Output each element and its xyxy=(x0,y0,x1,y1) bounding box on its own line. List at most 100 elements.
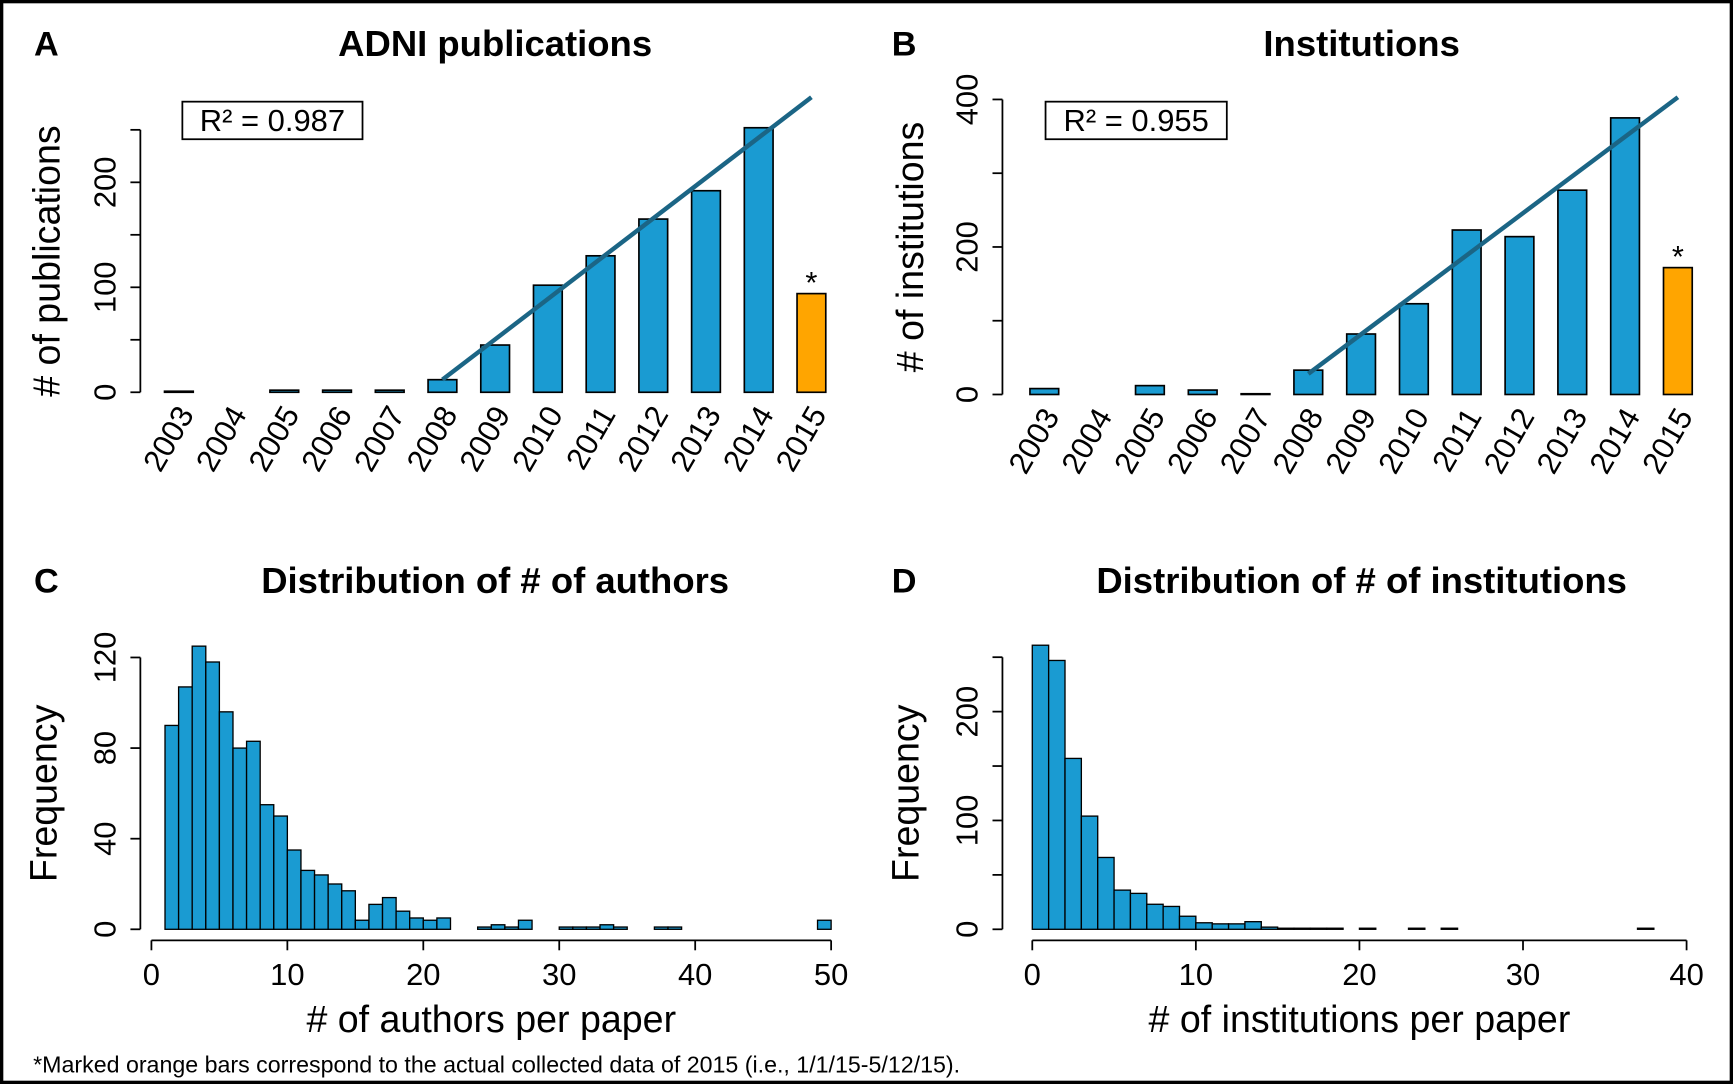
bar xyxy=(690,189,722,394)
chart-title: Distribution of # of authors xyxy=(261,560,729,601)
bar xyxy=(1609,117,1641,396)
panel-letter: C xyxy=(34,562,59,600)
highlight-marker: * xyxy=(805,265,817,300)
y-axis-label: # of institutions xyxy=(889,122,931,373)
histogram-bar xyxy=(436,917,452,930)
chart-title: Institutions xyxy=(1263,23,1459,64)
x-tick-label: 20 xyxy=(406,957,440,992)
y-tick-label: 40 xyxy=(87,821,122,855)
histogram-bar xyxy=(517,919,533,930)
bar xyxy=(163,390,195,394)
histogram-bar xyxy=(164,724,180,930)
histogram-bar xyxy=(504,926,520,930)
bar xyxy=(585,254,616,394)
bar xyxy=(374,389,405,394)
histogram-bar xyxy=(1309,927,1328,930)
y-tick-label: 120 xyxy=(87,632,122,684)
bar xyxy=(1557,189,1588,396)
highlight-marker: * xyxy=(1672,239,1684,274)
x-tick-label: 30 xyxy=(542,957,576,992)
histogram-bar xyxy=(572,926,588,930)
trend-line xyxy=(441,95,813,382)
panel-letter: A xyxy=(34,25,59,63)
bar xyxy=(532,284,564,394)
histogram-bar xyxy=(245,740,261,930)
histogram-bar xyxy=(177,686,193,930)
histogram-bar xyxy=(1162,905,1181,930)
histogram-bar xyxy=(1260,926,1279,930)
bar xyxy=(1662,266,1694,396)
histogram-bar xyxy=(558,926,574,930)
histogram-bar xyxy=(816,919,832,930)
x-tick-label: 20 xyxy=(1342,957,1376,992)
y-tick-label: 100 xyxy=(949,795,984,847)
histogram-bar xyxy=(1146,903,1164,930)
histogram-bar xyxy=(218,711,234,930)
y-tick-label: 0 xyxy=(949,921,984,938)
histogram-bar xyxy=(273,815,289,930)
x-tick-label: 10 xyxy=(270,957,304,992)
trend-line xyxy=(1306,95,1680,376)
y-axis-label: Frequency xyxy=(22,704,64,882)
histogram-bar xyxy=(422,919,438,930)
histogram-bar xyxy=(368,903,384,930)
histogram-bar xyxy=(1244,921,1262,930)
panel-letter: D xyxy=(892,562,917,600)
histogram-bar xyxy=(1407,927,1426,930)
histogram-bar xyxy=(490,924,506,930)
bar xyxy=(479,344,511,394)
histogram-bar xyxy=(1211,923,1230,930)
bar xyxy=(1029,387,1060,396)
y-tick-label: 200 xyxy=(87,157,122,209)
histogram-bar xyxy=(1440,927,1459,930)
histogram-bar xyxy=(341,890,356,930)
bar xyxy=(1398,302,1430,396)
annotation-box xyxy=(1044,100,1228,141)
bar xyxy=(1504,235,1535,396)
bar xyxy=(1451,229,1482,396)
histogram-bar xyxy=(191,645,207,930)
histogram-bar xyxy=(1195,922,1213,930)
bar xyxy=(1293,369,1324,396)
histogram-bar xyxy=(1097,856,1115,930)
histogram-bar xyxy=(205,661,221,930)
y-tick-label: 100 xyxy=(87,261,122,313)
histogram-bar xyxy=(259,804,275,930)
y-axis-label: Frequency xyxy=(884,704,926,882)
histogram-bar xyxy=(1276,927,1295,930)
bar xyxy=(1240,392,1271,396)
histogram-bar xyxy=(1227,923,1246,930)
histogram-bar xyxy=(409,917,424,930)
x-tick-label: 40 xyxy=(1669,957,1703,992)
bar xyxy=(321,389,353,394)
y-tick-label: 200 xyxy=(949,221,984,273)
histogram-bar xyxy=(313,874,329,930)
panel-letter: B xyxy=(892,25,917,63)
y-axis-label: # of publications xyxy=(26,125,68,396)
histogram-bar xyxy=(599,924,615,930)
footnote: *Marked orange bars correspond to the ac… xyxy=(33,1051,960,1077)
x-tick-label: 10 xyxy=(1179,957,1213,992)
bar xyxy=(796,292,827,394)
x-tick-label: 0 xyxy=(143,957,160,992)
chart-title: ADNI publications xyxy=(338,23,652,64)
histogram-bar xyxy=(612,926,628,930)
bar xyxy=(1187,389,1218,396)
annotation: R² = 0.987 xyxy=(200,103,345,138)
histogram-bar xyxy=(381,896,397,930)
x-tick-label: 40 xyxy=(678,957,712,992)
x-tick-label: 50 xyxy=(814,957,848,992)
histogram-bar xyxy=(1129,892,1148,930)
histogram-bar xyxy=(1064,757,1083,930)
y-tick-label: 400 xyxy=(949,74,984,126)
y-tick-label: 0 xyxy=(87,384,122,401)
histogram-bar xyxy=(300,869,316,930)
histogram-bar xyxy=(1326,927,1344,930)
histogram-bar xyxy=(1358,927,1377,930)
x-tick-label: 0 xyxy=(1024,957,1041,992)
bar xyxy=(427,378,458,394)
annotation: R² = 0.955 xyxy=(1064,103,1209,138)
bar xyxy=(743,126,774,394)
bar xyxy=(269,389,300,394)
histogram-bar xyxy=(354,919,370,930)
